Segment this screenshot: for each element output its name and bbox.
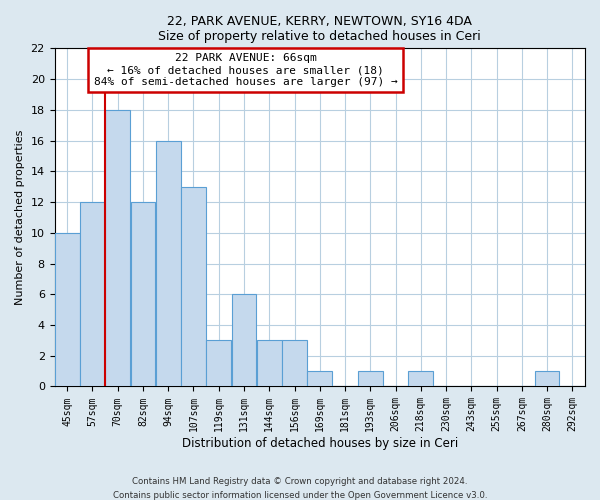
Bar	[106, 110, 130, 386]
Bar	[131, 202, 155, 386]
Bar	[409, 371, 433, 386]
Title: 22, PARK AVENUE, KERRY, NEWTOWN, SY16 4DA
Size of property relative to detached : 22, PARK AVENUE, KERRY, NEWTOWN, SY16 4D…	[158, 15, 481, 43]
Bar	[282, 340, 307, 386]
Text: 22 PARK AVENUE: 66sqm
← 16% of detached houses are smaller (18)
84% of semi-deta: 22 PARK AVENUE: 66sqm ← 16% of detached …	[94, 54, 397, 86]
Bar	[55, 233, 80, 386]
Bar	[206, 340, 231, 386]
Bar	[535, 371, 559, 386]
Bar	[80, 202, 105, 386]
Bar	[232, 294, 256, 386]
Y-axis label: Number of detached properties: Number of detached properties	[15, 130, 25, 305]
Bar	[156, 140, 181, 386]
X-axis label: Distribution of detached houses by size in Ceri: Distribution of detached houses by size …	[182, 437, 458, 450]
Bar	[181, 186, 206, 386]
Bar	[257, 340, 281, 386]
Bar	[358, 371, 383, 386]
Text: Contains HM Land Registry data © Crown copyright and database right 2024.
Contai: Contains HM Land Registry data © Crown c…	[113, 478, 487, 500]
Bar	[307, 371, 332, 386]
